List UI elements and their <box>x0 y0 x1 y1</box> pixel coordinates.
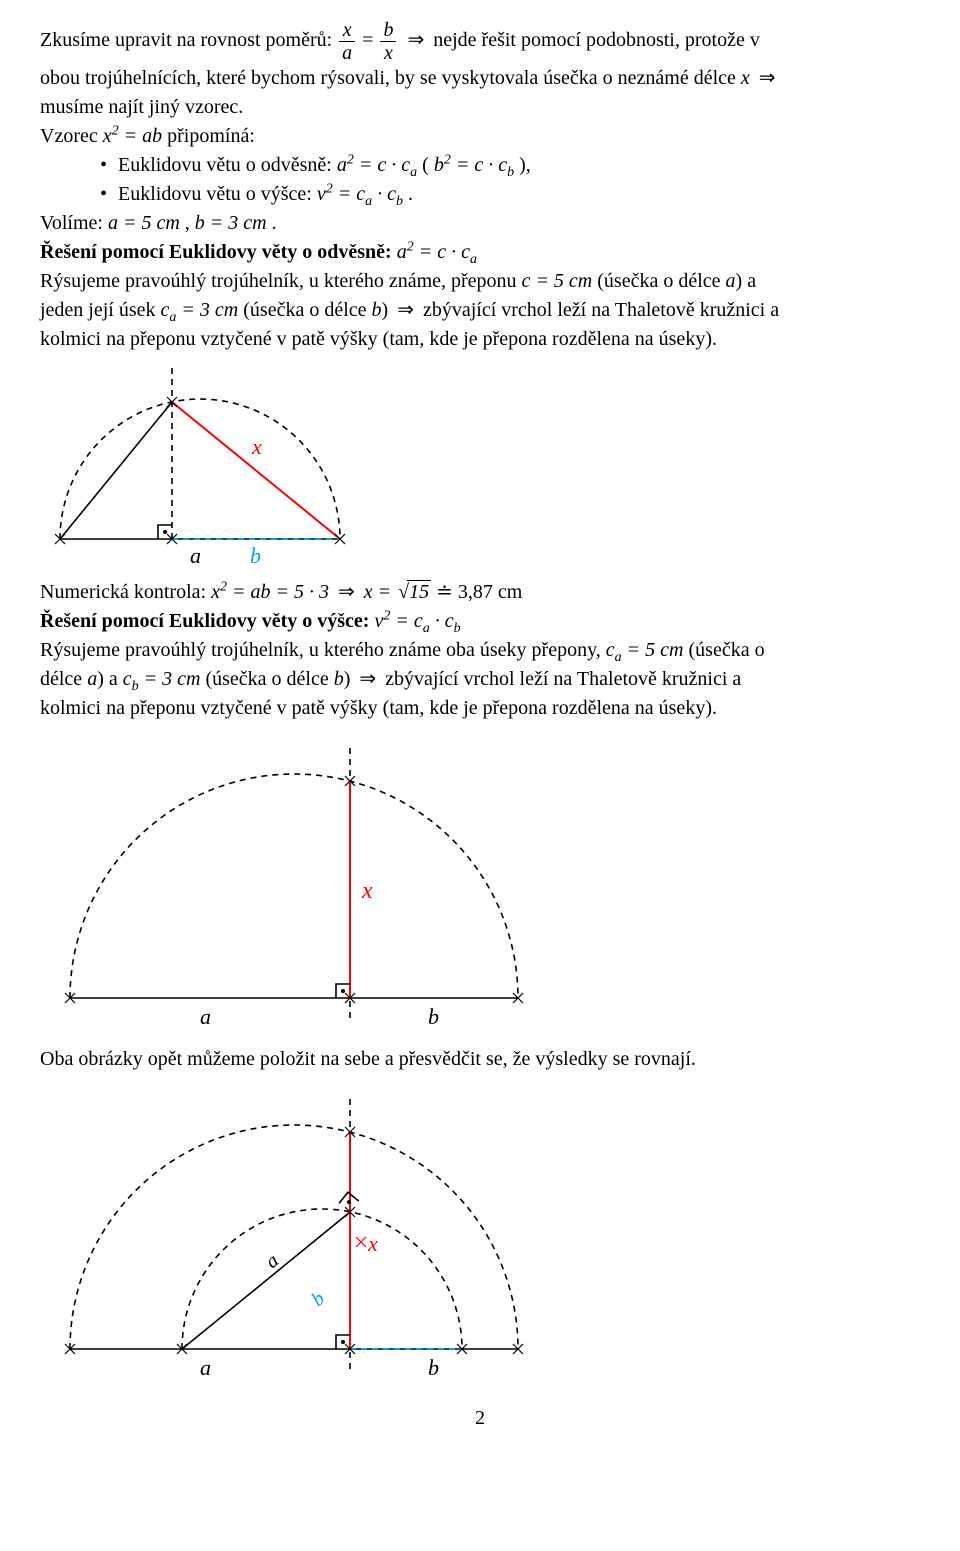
heading-leg-theorem: Řešení pomocí Euklidovy věty o odvěsně: … <box>40 239 920 266</box>
arrow-icon: ⇒ <box>334 581 364 603</box>
label-x: x <box>367 1231 378 1256</box>
figure-altitude-theorem: x a b <box>40 728 920 1036</box>
figure2-svg: x a b <box>40 728 560 1028</box>
text: nejde řešit pomocí podobnosti, protože v <box>433 29 760 51</box>
figure3-svg: x a b a b <box>40 1079 560 1379</box>
paragraph-construct1: Rýsujeme pravoúhlý trojúhelník, u kteréh… <box>40 268 920 295</box>
text: obou trojúhelnících, které bychom rýsova… <box>40 67 741 89</box>
paragraph-construct2-line2: délce a) a cb = 3 cm (úsečka o délce b) … <box>40 666 920 693</box>
figure-leg-theorem: x a b <box>40 359 920 577</box>
label-x: x <box>361 878 373 904</box>
paragraph-intro-line2: obou trojúhelnících, které bychom rýsova… <box>40 65 920 92</box>
text: musíme najít jiný vzorec. <box>40 96 243 118</box>
fraction-x-over-a: x a <box>339 20 355 63</box>
paragraph-intro: Zkusíme upravit na rovnost poměrů: x a =… <box>40 20 920 63</box>
figure1-svg: x a b <box>40 359 380 569</box>
paragraph-construct2-line3: kolmici na přeponu vztyčené v patě výšky… <box>40 695 920 722</box>
bullet-item-altitude: • Euklidovu větu o výšce: v2 = ca · cb . <box>100 181 920 208</box>
text: Vzorec <box>40 125 103 147</box>
paragraph-formula: Vzorec x2 = ab připomíná: <box>40 123 920 150</box>
heading-altitude-theorem: Řešení pomocí Euklidovy věty o výšce: v2… <box>40 608 920 635</box>
label-b: b <box>250 543 261 568</box>
var-x: x <box>741 67 750 89</box>
label-a: a <box>190 543 201 568</box>
bullet-text: Euklidovu větu o odvěsně: a2 = c · ca ( … <box>118 152 531 179</box>
label-b-inner: b <box>307 1287 329 1310</box>
bullet-list: • Euklidovu větu o odvěsně: a2 = c · ca … <box>100 152 920 208</box>
figure-overlay: x a b a b <box>40 1079 920 1387</box>
text: Zkusíme upravit na rovnost poměrů: <box>40 29 337 51</box>
text: připomíná: <box>167 125 255 147</box>
paragraph-overlay: Oba obrázky opět můžeme položit na sebe … <box>40 1046 920 1073</box>
label-b: b <box>428 1004 439 1028</box>
label-a: a <box>200 1004 211 1028</box>
page-number: 2 <box>40 1405 920 1432</box>
paragraph-construct2: Rýsujeme pravoúhlý trojúhelník, u kteréh… <box>40 637 920 664</box>
bullet-icon: • <box>100 152 118 179</box>
label-x: x <box>251 434 262 459</box>
paragraph-intro-line3: musíme najít jiný vzorec. <box>40 94 920 121</box>
paragraph-construct1-line2: jeden její úsek ca = 3 cm (úsečka o délc… <box>40 297 920 324</box>
arrow-icon: ⇒ <box>750 67 780 89</box>
eq-sign: = <box>362 29 378 51</box>
fraction-b-over-x: b x <box>380 20 396 63</box>
arrow-icon: ⇒ <box>355 668 385 690</box>
bullet-icon: • <box>100 181 118 208</box>
bullet-item-leg: • Euklidovu větu o odvěsně: a2 = c · ca … <box>100 152 920 179</box>
paragraph-check1: Numerická kontrola: x2 = ab = 5 · 3 ⇒ x … <box>40 579 920 606</box>
paragraph-choose: Volíme: a = 5 cm , b = 3 cm . <box>40 210 920 237</box>
arrow-icon: ⇒ <box>393 299 423 321</box>
arrow-icon: ⇒ <box>403 29 433 51</box>
paragraph-construct1-line3: kolmici na přeponu vztyčené v patě výšky… <box>40 326 920 353</box>
eq-x2ab: x2 = ab <box>103 125 162 147</box>
label-a-outer: a <box>200 1355 211 1379</box>
bullet-text: Euklidovu větu o výšce: v2 = ca · cb . <box>118 181 413 208</box>
label-b-outer: b <box>428 1355 439 1379</box>
